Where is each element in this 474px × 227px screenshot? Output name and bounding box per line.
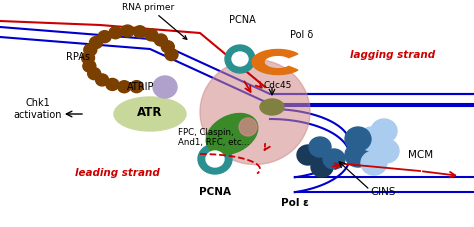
Ellipse shape xyxy=(118,81,131,93)
Text: ATRIP: ATRIP xyxy=(127,82,155,92)
Text: lagging strand: lagging strand xyxy=(350,50,435,60)
Ellipse shape xyxy=(198,144,232,174)
Text: Pol ε: Pol ε xyxy=(281,197,309,207)
Ellipse shape xyxy=(345,127,371,151)
Ellipse shape xyxy=(153,77,177,99)
Ellipse shape xyxy=(373,139,399,163)
Ellipse shape xyxy=(145,30,158,42)
Ellipse shape xyxy=(84,45,97,57)
Ellipse shape xyxy=(98,32,111,44)
Text: ATR: ATR xyxy=(137,106,163,119)
Ellipse shape xyxy=(96,75,109,86)
Ellipse shape xyxy=(155,35,167,47)
Ellipse shape xyxy=(359,127,385,151)
Ellipse shape xyxy=(311,157,333,177)
Ellipse shape xyxy=(225,46,255,74)
Text: RNA primer: RNA primer xyxy=(122,3,187,40)
Ellipse shape xyxy=(361,151,387,175)
Ellipse shape xyxy=(83,61,96,73)
Text: Pol δ: Pol δ xyxy=(291,30,314,40)
Ellipse shape xyxy=(206,114,258,155)
Ellipse shape xyxy=(309,137,331,157)
Ellipse shape xyxy=(232,53,248,67)
Ellipse shape xyxy=(130,81,143,93)
Ellipse shape xyxy=(371,119,397,143)
Text: Cdc45: Cdc45 xyxy=(264,81,292,90)
Text: PCNA: PCNA xyxy=(199,186,231,196)
Ellipse shape xyxy=(161,42,174,54)
Text: GINS: GINS xyxy=(370,186,395,196)
Text: Chk1
activation: Chk1 activation xyxy=(14,98,62,119)
Ellipse shape xyxy=(114,98,186,131)
Ellipse shape xyxy=(260,100,284,116)
Ellipse shape xyxy=(200,60,310,165)
Text: RPAs: RPAs xyxy=(66,52,90,62)
Wedge shape xyxy=(252,50,298,75)
Text: PCNA: PCNA xyxy=(228,15,255,25)
Ellipse shape xyxy=(82,53,94,65)
Ellipse shape xyxy=(165,49,178,61)
Ellipse shape xyxy=(297,145,319,165)
Text: FPC, Claspin,
And1, RFC, etc...: FPC, Claspin, And1, RFC, etc... xyxy=(178,127,249,146)
Text: MCM: MCM xyxy=(408,149,433,159)
Ellipse shape xyxy=(133,27,146,39)
Ellipse shape xyxy=(239,118,257,136)
Ellipse shape xyxy=(121,26,134,38)
Ellipse shape xyxy=(323,149,345,169)
Ellipse shape xyxy=(106,79,119,91)
Ellipse shape xyxy=(88,68,100,80)
Ellipse shape xyxy=(206,151,224,167)
Ellipse shape xyxy=(90,37,102,49)
Ellipse shape xyxy=(109,28,122,39)
Text: leading strand: leading strand xyxy=(75,167,160,177)
Ellipse shape xyxy=(345,143,371,167)
